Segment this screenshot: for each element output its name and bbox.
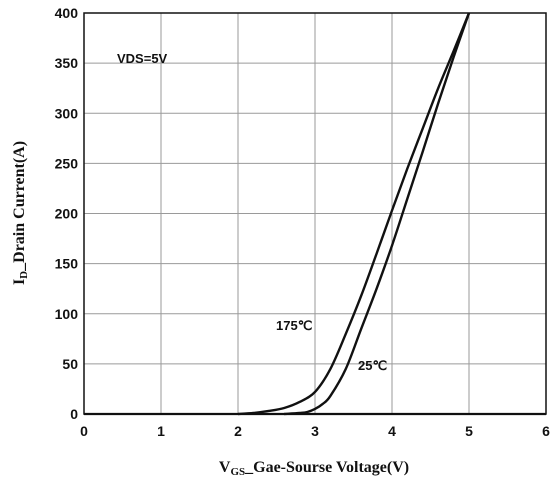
condition-label: VDS=5V bbox=[117, 51, 168, 66]
y-axis-label: ID_Drain Current(A) bbox=[11, 141, 30, 285]
y-tick-label: 0 bbox=[70, 406, 78, 422]
x-axis-label-main: V bbox=[219, 459, 231, 476]
grid-lines bbox=[83, 12, 547, 415]
x-tick-label: 4 bbox=[388, 423, 396, 439]
series-label-175c: 175℃ bbox=[276, 318, 312, 333]
series-line-175c bbox=[237, 12, 471, 416]
x-tick-label: 2 bbox=[234, 423, 242, 439]
x-tick-label: 1 bbox=[157, 423, 165, 439]
x-tick-label: 3 bbox=[311, 423, 319, 439]
y-axis-label-main: I bbox=[11, 279, 28, 285]
y-tick-label: 100 bbox=[55, 306, 79, 322]
x-axis-label-rest: _Gae-Sourse Voltage(V) bbox=[244, 459, 409, 476]
x-axis-label: VGS_Gae-Sourse Voltage(V) bbox=[219, 459, 409, 478]
y-axis-label-sub: D bbox=[18, 271, 30, 279]
y-tick-label: 400 bbox=[55, 5, 79, 21]
x-tick-label: 0 bbox=[80, 423, 88, 439]
y-axis-label-rest: _Drain Current(A) bbox=[11, 141, 28, 272]
y-tick-label: 250 bbox=[55, 155, 79, 171]
y-tick-labels: 0 50 100 150 200 250 300 350 400 bbox=[55, 5, 79, 422]
y-tick-label: 150 bbox=[55, 256, 79, 272]
series-line-25c bbox=[284, 12, 471, 416]
x-tick-label: 6 bbox=[542, 423, 550, 439]
y-tick-label: 200 bbox=[55, 206, 79, 222]
plot-frame bbox=[83, 12, 547, 415]
x-tick-label: 5 bbox=[465, 423, 473, 439]
y-tick-label: 300 bbox=[55, 105, 79, 121]
x-tick-labels: 0 1 2 3 4 5 6 bbox=[80, 423, 550, 439]
series-label-25c: 25℃ bbox=[358, 358, 387, 373]
y-tick-label: 50 bbox=[62, 356, 78, 372]
x-axis-label-sub: GS bbox=[230, 466, 245, 478]
y-tick-label: 350 bbox=[55, 55, 79, 71]
